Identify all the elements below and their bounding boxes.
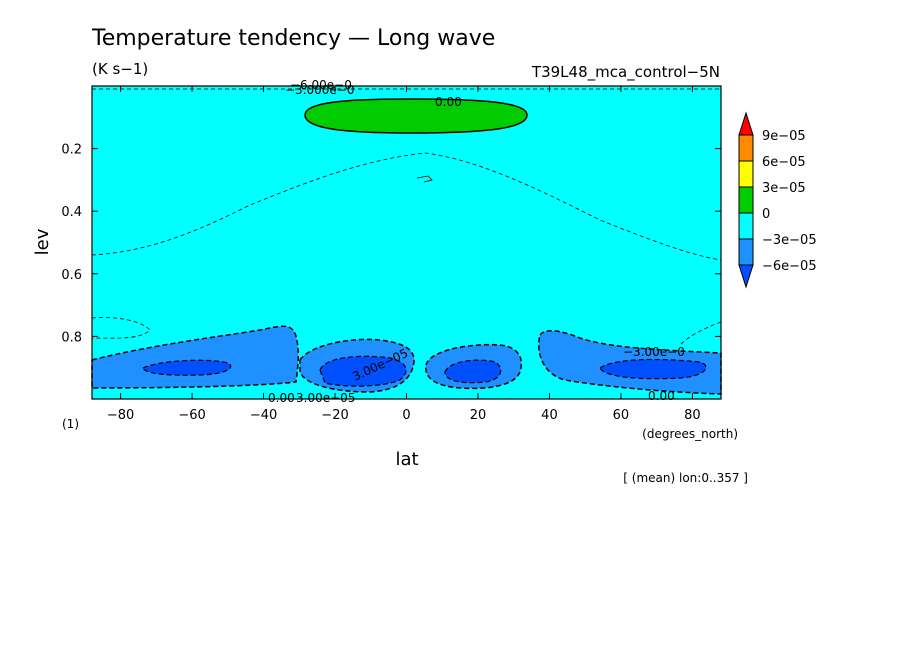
colorbar-label: 9e−05 xyxy=(762,129,806,144)
strong-negative-core-equator xyxy=(319,355,407,387)
colorbar-swatch xyxy=(738,134,754,162)
x-tick-label: 60 xyxy=(613,408,630,423)
axis-ticks: −80 −60 −40 −20 0 20 40 60 80 0.2 0.4 0.6 0.8 xyxy=(61,86,721,423)
colorbar-label: 6e−05 xyxy=(762,155,806,170)
contour-line-small xyxy=(416,175,433,183)
colorbar-label: −6e−05 xyxy=(762,259,817,274)
contour-line-envelope xyxy=(91,152,722,261)
x-axis-label: lat xyxy=(395,449,418,470)
x-tick-label: −20 xyxy=(321,408,348,423)
strong-negative-core-north-of-equator xyxy=(444,359,502,384)
chart-units: (K s−1) xyxy=(92,60,148,78)
colorbar-swatch xyxy=(738,186,754,214)
colorbar-arrow-bottom xyxy=(738,264,754,289)
plot-area: 0.00 −3.00e−0 3.00e−05 0.00 3.00e−05 0.0… xyxy=(61,78,722,423)
y-tick-label: 0.2 xyxy=(61,143,82,158)
negative-region-south xyxy=(91,325,300,389)
x-axis-units: (degrees_north) xyxy=(642,427,738,441)
strong-negative-core-north xyxy=(599,358,707,380)
contour-label: 0.00 xyxy=(435,95,462,109)
strong-negative-core-south xyxy=(142,359,232,376)
colorbar-swatch xyxy=(738,238,754,266)
x-tick-label: 80 xyxy=(684,408,701,423)
y-tick-label: 0.8 xyxy=(61,330,82,345)
colorbar-label: 0 xyxy=(762,207,770,222)
contour-line-left xyxy=(91,317,151,339)
contour-label: 0.00 xyxy=(648,389,675,403)
x-tick-label: −60 xyxy=(178,408,205,423)
level-unit: (1) xyxy=(62,417,79,431)
y-tick-label: 0.4 xyxy=(61,205,82,220)
run-name: T39L48_mca_control−5N xyxy=(531,63,720,82)
y-axis-label: lev xyxy=(32,228,53,255)
contour-label: −3.000e−0 xyxy=(285,83,354,97)
contour-label: 0.00 xyxy=(268,391,295,405)
contour-line-right xyxy=(679,321,722,346)
chart-title: Temperature tendency — Long wave xyxy=(91,26,495,51)
x-tick-label: −80 xyxy=(107,408,134,423)
colorbar-label: 3e−05 xyxy=(762,181,806,196)
positive-region-upper xyxy=(304,98,528,134)
colorbar-swatch xyxy=(738,212,754,240)
x-tick-label: 40 xyxy=(541,408,558,423)
colorbar: 9e−05 6e−05 3e−05 0 −3e−05 −6e−05 xyxy=(738,111,817,289)
x-tick-label: −40 xyxy=(250,408,277,423)
contour-label: −3.00e−0 xyxy=(623,345,685,359)
x-tick-label: 20 xyxy=(470,408,487,423)
colorbar-label: −3e−05 xyxy=(762,233,817,248)
x-tick-label: 0 xyxy=(402,408,410,423)
contour-label: −6.00e−0 xyxy=(290,78,352,92)
contour-label: 3.00e−05 xyxy=(296,391,355,405)
averaging-note: [ (mean) lon:0..357 ] xyxy=(623,471,748,485)
colorbar-swatch xyxy=(738,160,754,188)
y-tick-label: 0.6 xyxy=(61,268,82,283)
colorbar-arrow-top xyxy=(738,111,754,136)
